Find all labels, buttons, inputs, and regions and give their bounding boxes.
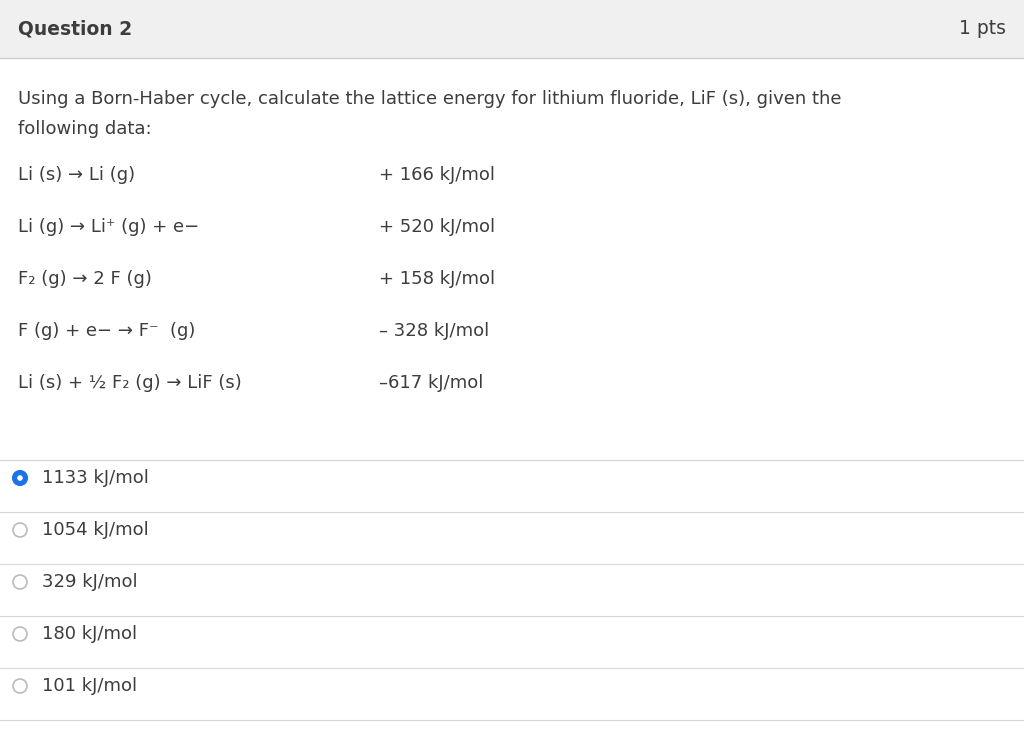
Bar (0, 0, 1024, 58)
Text: F₂ (g) → 2 F (g): F₂ (g) → 2 F (g) (18, 270, 153, 288)
Text: Question 2: Question 2 (18, 20, 132, 38)
Text: following data:: following data: (18, 120, 152, 138)
Text: 329 kJ/mol: 329 kJ/mol (42, 573, 137, 591)
Text: 1 pts: 1 pts (959, 20, 1006, 38)
Text: + 166 kJ/mol: + 166 kJ/mol (379, 166, 495, 184)
Circle shape (13, 575, 27, 589)
Text: Li (g) → Li⁺ (g) + e−: Li (g) → Li⁺ (g) + e− (18, 218, 200, 236)
Text: 1133 kJ/mol: 1133 kJ/mol (42, 469, 148, 487)
Text: 180 kJ/mol: 180 kJ/mol (42, 625, 137, 643)
Circle shape (13, 679, 27, 693)
Text: + 520 kJ/mol: + 520 kJ/mol (379, 218, 495, 236)
Circle shape (17, 476, 23, 481)
Text: Li (s) → Li (g): Li (s) → Li (g) (18, 166, 135, 184)
Text: –617 kJ/mol: –617 kJ/mol (379, 374, 483, 392)
Text: – 328 kJ/mol: – 328 kJ/mol (379, 322, 489, 340)
Text: Li (s) + ½ F₂ (g) → LiF (s): Li (s) + ½ F₂ (g) → LiF (s) (18, 374, 243, 392)
Text: 101 kJ/mol: 101 kJ/mol (42, 677, 137, 695)
Text: F (g) + e− → F⁻  (g): F (g) + e− → F⁻ (g) (18, 322, 196, 340)
Text: Using a Born-Haber cycle, calculate the lattice energy for lithium fluoride, LiF: Using a Born-Haber cycle, calculate the … (18, 90, 842, 108)
Circle shape (13, 471, 27, 485)
Text: 1054 kJ/mol: 1054 kJ/mol (42, 521, 148, 539)
Circle shape (13, 627, 27, 641)
Text: + 158 kJ/mol: + 158 kJ/mol (379, 270, 495, 288)
Circle shape (13, 523, 27, 537)
